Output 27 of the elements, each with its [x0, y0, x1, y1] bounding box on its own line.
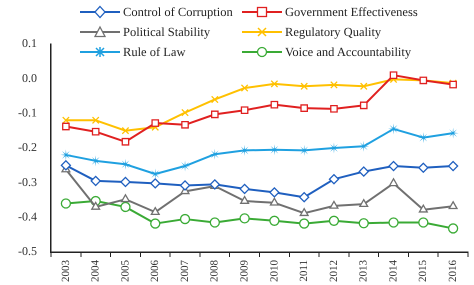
x-tick-label: 2005 — [119, 260, 132, 282]
legend-label: Control of Corruption — [123, 4, 233, 20]
x-tick-label: 2007 — [178, 260, 191, 282]
legend-label: Government Effectiveness — [285, 4, 418, 20]
y-tick-label: -0.2 — [18, 140, 37, 154]
x-tick-label: 2014 — [387, 260, 400, 282]
y-tick-label: 0.0 — [22, 70, 37, 85]
y-tick-label: -0.5 — [18, 244, 37, 258]
x-tick-label: 2010 — [268, 260, 280, 282]
x-tick-label: 2006 — [149, 260, 162, 282]
x-tick-label: 2016 — [447, 260, 459, 282]
x-tick-label: 2015 — [417, 260, 430, 282]
x-tick-label: 2011 — [298, 260, 310, 282]
y-tick-label: -0.4 — [18, 209, 37, 224]
y-tick-label: -0.1 — [18, 105, 37, 120]
legend-label: Regulatory Quality — [285, 24, 382, 40]
y-tick-label: -0.3 — [18, 174, 37, 189]
x-tick-label: 2009 — [238, 260, 250, 282]
legend-label: Rule of Law — [123, 44, 186, 60]
legend-label: Political Stability — [123, 24, 210, 40]
x-tick-label: 2012 — [328, 260, 340, 282]
y-tick-label: 0.1 — [22, 36, 37, 50]
x-tick-label: 2013 — [358, 260, 370, 282]
x-tick-label: 2004 — [90, 260, 102, 282]
x-tick-label: 2008 — [208, 260, 221, 282]
legend-label: Voice and Accountability — [285, 44, 412, 60]
x-tick-label: 2003 — [60, 260, 72, 282]
